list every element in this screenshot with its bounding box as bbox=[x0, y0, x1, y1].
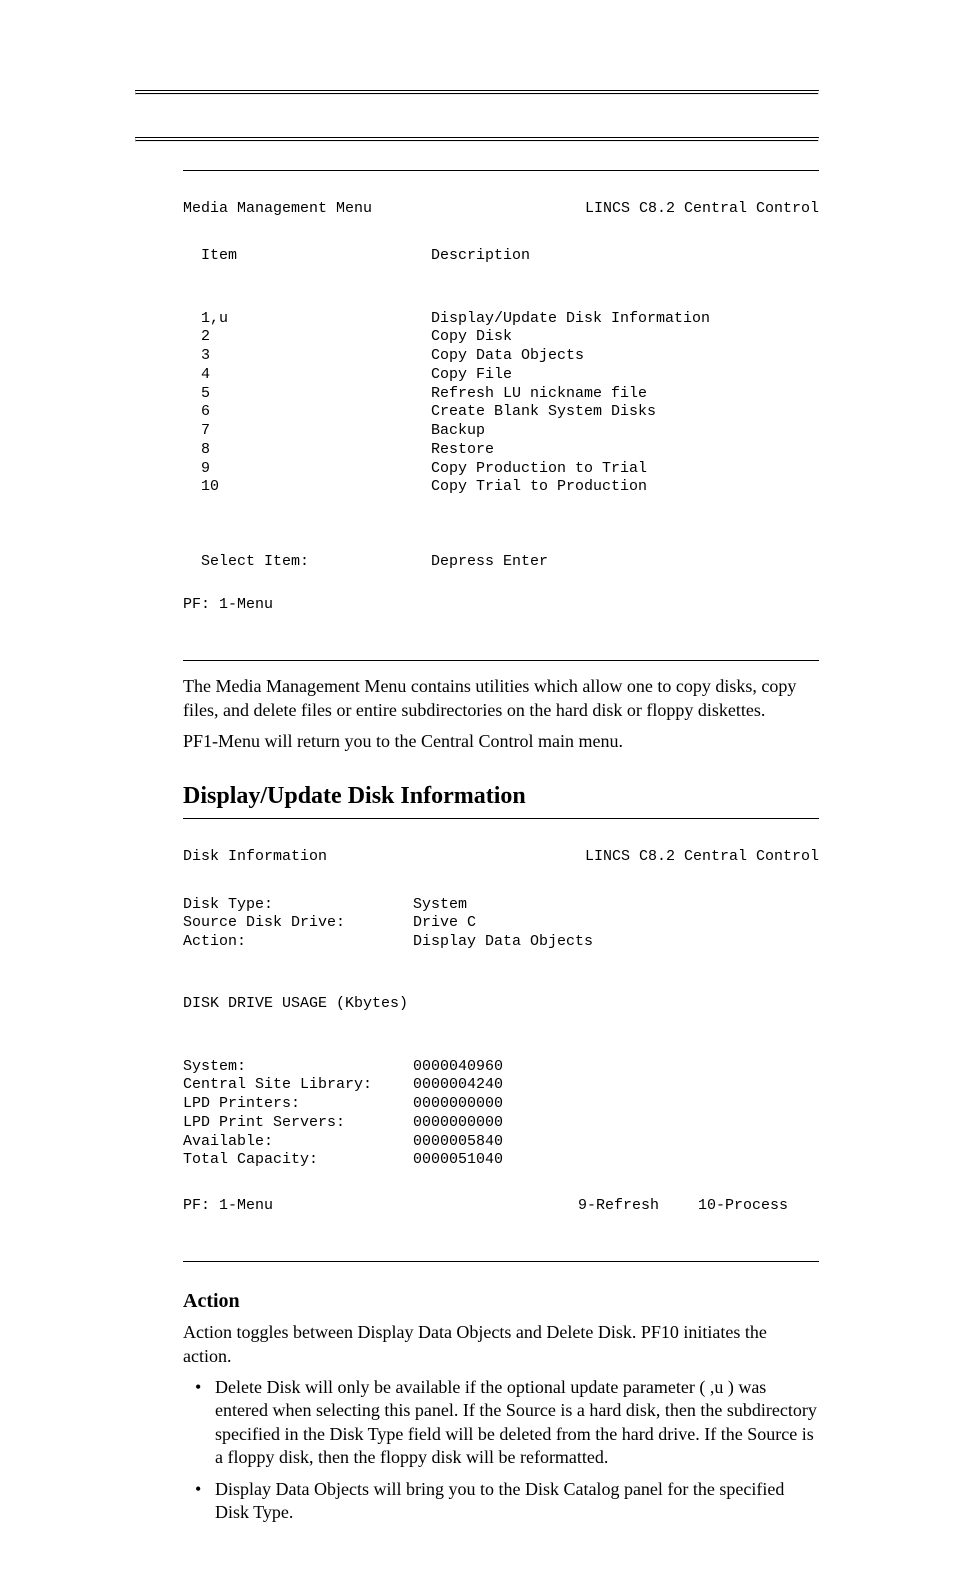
field-value: 0000005840 bbox=[413, 1133, 503, 1152]
menu-item-number: 9 bbox=[201, 460, 431, 479]
menu-item-description: Copy Disk bbox=[431, 328, 512, 347]
field-label: Disk Type: bbox=[183, 896, 413, 915]
menu-item-description: Backup bbox=[431, 422, 485, 441]
menu-item-description: Create Blank System Disks bbox=[431, 403, 656, 422]
menu-item-description: Copy File bbox=[431, 366, 512, 385]
section-heading-disk-info: Display/Update Disk Information bbox=[183, 783, 819, 810]
menu-item-number: 6 bbox=[201, 403, 431, 422]
menu-items: 1,uDisplay/Update Disk Information2Copy … bbox=[183, 310, 819, 498]
bullet-item: Delete Disk will only be available if th… bbox=[191, 1376, 819, 1470]
usage-section-label: DISK DRIVE USAGE (Kbytes) bbox=[183, 995, 408, 1014]
menu-item-number: 7 bbox=[201, 422, 431, 441]
page: Media Management Menu LINCS C8.2 Central … bbox=[0, 0, 954, 1592]
pf-menu: PF: 1-Menu bbox=[183, 1197, 578, 1216]
content-area: Media Management Menu LINCS C8.2 Central … bbox=[183, 170, 819, 1524]
field-label: Source Disk Drive: bbox=[183, 914, 413, 933]
menu-item-number: 8 bbox=[201, 441, 431, 460]
media-management-menu-screen: Media Management Menu LINCS C8.2 Central … bbox=[183, 170, 819, 661]
description-paragraph-2: PF1-Menu will return you to the Central … bbox=[183, 730, 819, 753]
menu-item-number: 3 bbox=[201, 347, 431, 366]
field-label: Available: bbox=[183, 1133, 413, 1152]
screen-title: Media Management Menu bbox=[183, 200, 372, 219]
menu-item-number: 5 bbox=[201, 385, 431, 404]
menu-item-description: Copy Data Objects bbox=[431, 347, 584, 366]
field-value: Drive C bbox=[413, 914, 476, 933]
field-value: 0000040960 bbox=[413, 1058, 503, 1077]
column-header-description: Description bbox=[431, 247, 530, 266]
screen-title: Disk Information bbox=[183, 848, 327, 867]
field-label: Action: bbox=[183, 933, 413, 952]
bullet-item: Display Data Objects will bring you to t… bbox=[191, 1478, 819, 1525]
field-value: 0000051040 bbox=[413, 1151, 503, 1170]
field-label: Total Capacity: bbox=[183, 1151, 413, 1170]
top-rule-2 bbox=[135, 137, 819, 142]
field-value: 0000000000 bbox=[413, 1114, 503, 1133]
menu-item-description: Copy Production to Trial bbox=[431, 460, 647, 479]
disk-info-fields: Disk Type:SystemSource Disk Drive:Drive … bbox=[183, 896, 819, 952]
disk-usage-rows: System:0000040960Central Site Library:00… bbox=[183, 1058, 819, 1171]
menu-item-number: 4 bbox=[201, 366, 431, 385]
menu-item-number: 10 bbox=[201, 478, 431, 497]
disk-information-screen: Disk Information LINCS C8.2 Central Contr… bbox=[183, 818, 819, 1262]
description-paragraph-1: The Media Management Menu contains utili… bbox=[183, 675, 819, 722]
field-value: System bbox=[413, 896, 467, 915]
menu-item-description: Refresh LU nickname file bbox=[431, 385, 647, 404]
menu-item-description: Restore bbox=[431, 441, 494, 460]
field-value: 0000000000 bbox=[413, 1095, 503, 1114]
menu-item-description: Copy Trial to Production bbox=[431, 478, 647, 497]
field-value: 0000004240 bbox=[413, 1076, 503, 1095]
menu-item-description: Display/Update Disk Information bbox=[431, 310, 710, 329]
select-item-action: Depress Enter bbox=[431, 553, 548, 572]
field-label: LPD Printers: bbox=[183, 1095, 413, 1114]
action-bullet-list: Delete Disk will only be available if th… bbox=[191, 1376, 819, 1524]
column-header-item: Item bbox=[201, 247, 431, 266]
action-intro: Action toggles between Display Data Obje… bbox=[183, 1321, 819, 1368]
pf-keys: PF: 1-Menu bbox=[183, 596, 273, 615]
field-label: LPD Print Servers: bbox=[183, 1114, 413, 1133]
menu-item-number: 1,u bbox=[201, 310, 431, 329]
action-heading: Action bbox=[183, 1290, 819, 1313]
system-label: LINCS C8.2 Central Control bbox=[585, 200, 819, 219]
select-item-label: Select Item: bbox=[201, 553, 431, 572]
menu-item-number: 2 bbox=[201, 328, 431, 347]
pf-refresh: 9-Refresh bbox=[578, 1197, 698, 1216]
pf-process: 10-Process bbox=[698, 1197, 788, 1216]
field-label: System: bbox=[183, 1058, 413, 1077]
system-label: LINCS C8.2 Central Control bbox=[585, 848, 819, 867]
field-label: Central Site Library: bbox=[183, 1076, 413, 1095]
field-value: Display Data Objects bbox=[413, 933, 593, 952]
